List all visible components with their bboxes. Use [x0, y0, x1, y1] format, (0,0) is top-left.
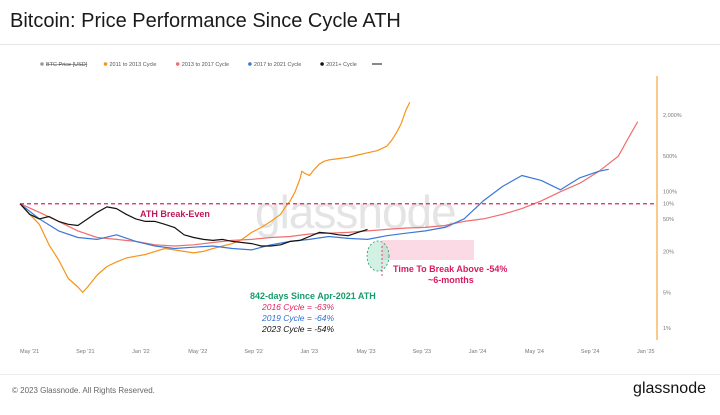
- ath-break-even-label: ATH Break-Even: [140, 209, 210, 219]
- days-since-label: 842-days Since Apr-2021 ATH: [250, 291, 376, 301]
- series-2011-to-2013-cycle: [19, 101, 411, 293]
- x-tick-label: Jan '25: [637, 349, 655, 355]
- y-tick-label: 5%: [663, 290, 671, 296]
- legend-dot: [248, 62, 252, 66]
- projection-region: [382, 240, 474, 260]
- legend-dot: [103, 62, 108, 66]
- cycle-2016-label: 2016 Cycle = -63%: [261, 302, 334, 312]
- cycle-2019-label: 2019 Cycle = -64%: [261, 313, 334, 323]
- y-tick-label: 1%: [663, 326, 671, 332]
- series-2013-to-2017-cycle: [19, 121, 639, 247]
- break-above-label: Time To Break Above -54%: [393, 264, 507, 274]
- legend-label: BTC Price [USD]: [46, 62, 88, 68]
- x-tick-label: Sep '23: [413, 349, 431, 355]
- chart-legend: BTC Price [USD] 2011 to 2013 Cycle 2013 to…: [40, 62, 382, 68]
- cycle-2023-label: 2023 Cycle = -54%: [261, 324, 334, 334]
- legend-item-2[interactable]: 2013 to 2017 Cycle: [175, 62, 229, 68]
- brand-logo: glassnode: [633, 380, 706, 397]
- break-above-duration: ~6-months: [428, 275, 474, 285]
- page-title: Bitcoin: Price Performance Since Cycle A…: [10, 10, 401, 32]
- legend-item-1[interactable]: 2011 to 2013 Cycle: [103, 62, 157, 68]
- legend-item-4[interactable]: 2021+ Cycle: [320, 62, 357, 68]
- y-axis: 2,000% 500% 100% 10% 50% 20% 5% 1%: [663, 113, 682, 332]
- legend-label: 2017 to 2021 Cycle: [254, 62, 301, 68]
- x-tick-label: May '22: [188, 349, 207, 355]
- legend-label: 2021+ Cycle: [326, 62, 357, 68]
- y-tick-label: 2,000%: [663, 113, 682, 119]
- x-tick-label: Sep '21: [76, 349, 94, 355]
- x-axis: May '21 Sep '21 Jan '22 May '22 Sep '22 Jan '…: [20, 349, 655, 355]
- legend-label: 2013 to 2017 Cycle: [182, 62, 229, 68]
- footer-divider: [0, 374, 720, 375]
- legend-item-3[interactable]: 2017 to 2021 Cycle: [248, 62, 301, 68]
- series-2017-to-2021-cycle: [19, 168, 609, 251]
- watermark: glassnode: [255, 186, 456, 238]
- x-tick-label: Jan '24: [469, 349, 487, 355]
- x-tick-label: May '24: [525, 349, 544, 355]
- y-tick-label: 100%: [663, 190, 677, 196]
- chart: BTC Price [USD] 2011 to 2013 Cycle 2013 to…: [19, 62, 682, 355]
- header-divider: [0, 44, 720, 45]
- x-tick-label: Sep '22: [244, 349, 262, 355]
- x-tick-label: May '21: [20, 349, 39, 355]
- legend-item-0[interactable]: BTC Price [USD]: [40, 62, 88, 68]
- x-tick-label: Jan '22: [132, 349, 150, 355]
- y-tick-label: 20%: [663, 249, 674, 255]
- x-tick-label: May '23: [357, 349, 376, 355]
- x-tick-label: Jan '23: [300, 349, 318, 355]
- current-cycle-highlight: [366, 240, 390, 272]
- x-tick-label: Sep '24: [581, 349, 599, 355]
- y-tick-label: 50%: [663, 217, 674, 223]
- copyright: © 2023 Glassnode. All Rights Reserved.: [12, 386, 155, 395]
- series-layer: [19, 101, 639, 293]
- legend-dot: [40, 62, 44, 66]
- y-tick-label: 10%: [663, 202, 674, 208]
- y-tick-label: 500%: [663, 154, 677, 160]
- legend-dot: [320, 62, 324, 66]
- series-2021-cycle: [19, 203, 368, 247]
- legend-dot: [175, 62, 180, 66]
- legend-label: 2011 to 2013 Cycle: [110, 62, 157, 68]
